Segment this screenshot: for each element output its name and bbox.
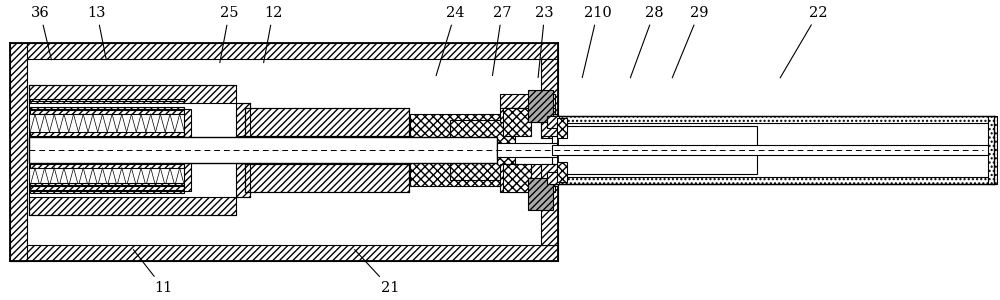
Bar xyxy=(541,114,558,136)
Bar xyxy=(10,43,558,59)
Bar xyxy=(10,244,558,262)
Text: 24: 24 xyxy=(436,6,464,76)
Bar xyxy=(29,85,236,103)
Bar xyxy=(450,120,515,144)
Bar xyxy=(500,94,555,108)
Bar xyxy=(528,90,553,122)
Text: 11: 11 xyxy=(133,250,173,296)
Bar xyxy=(27,59,558,244)
Bar xyxy=(30,183,184,185)
Bar xyxy=(184,163,191,191)
Bar xyxy=(503,108,531,136)
Bar xyxy=(236,163,250,197)
Bar xyxy=(30,132,184,136)
Bar xyxy=(503,164,531,192)
Bar xyxy=(547,172,559,184)
Bar xyxy=(552,145,988,155)
Bar xyxy=(547,116,559,128)
Bar xyxy=(552,126,757,174)
Bar xyxy=(29,197,236,215)
Text: 23: 23 xyxy=(535,6,554,78)
Text: 29: 29 xyxy=(672,6,708,78)
Bar xyxy=(30,164,184,168)
Bar xyxy=(557,118,567,138)
Text: 210: 210 xyxy=(582,6,611,78)
Bar xyxy=(552,177,988,184)
Bar xyxy=(29,137,497,163)
Bar xyxy=(184,109,191,137)
Bar xyxy=(30,99,184,101)
Text: 36: 36 xyxy=(31,6,51,60)
Bar xyxy=(988,116,997,184)
Text: 25: 25 xyxy=(220,6,239,63)
Text: 28: 28 xyxy=(630,6,664,78)
Text: 27: 27 xyxy=(492,6,511,76)
Bar xyxy=(497,143,557,157)
Bar xyxy=(30,186,184,190)
Bar xyxy=(500,108,555,122)
Bar xyxy=(30,191,184,193)
Bar xyxy=(30,107,184,109)
Bar xyxy=(450,156,515,180)
Text: 22: 22 xyxy=(780,6,828,78)
Bar xyxy=(30,110,184,114)
Bar xyxy=(500,164,555,178)
Bar xyxy=(541,166,558,244)
Bar xyxy=(541,164,558,186)
Bar xyxy=(245,164,409,192)
Bar xyxy=(10,43,27,262)
Text: 12: 12 xyxy=(264,6,282,63)
Bar xyxy=(245,108,409,136)
Bar xyxy=(236,103,250,137)
Bar xyxy=(500,178,555,192)
Bar xyxy=(528,178,553,210)
Bar xyxy=(410,114,500,144)
Bar xyxy=(557,162,567,182)
Bar xyxy=(410,156,500,186)
Bar xyxy=(552,116,988,123)
Bar xyxy=(541,59,558,138)
Text: 13: 13 xyxy=(88,6,106,60)
Text: 21: 21 xyxy=(355,250,400,296)
Bar xyxy=(552,123,988,177)
